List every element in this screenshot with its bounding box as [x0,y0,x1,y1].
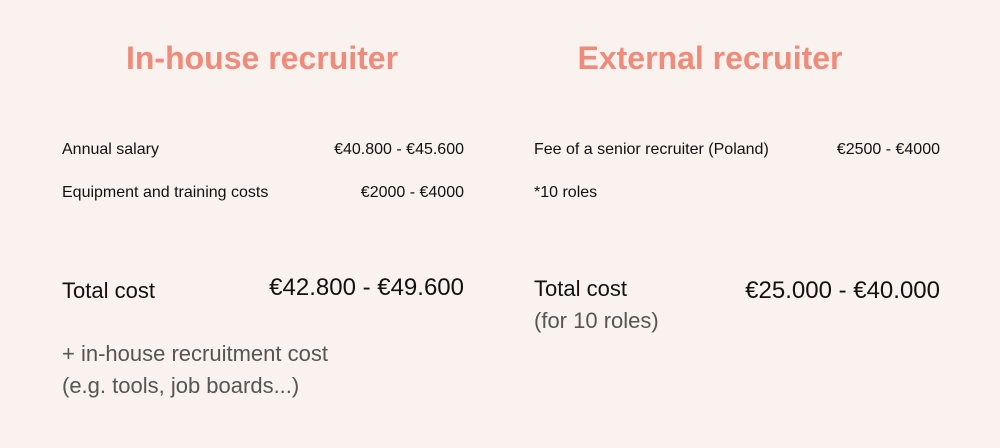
in-house-total-label: Total cost [62,278,155,303]
external-row-value: €2500 - €4000 [836,141,940,158]
in-house-title: In-house recruiter [125,40,399,76]
in-house-row-value: €40.800 - €45.600 [334,141,464,158]
in-house-row-label: Equipment and training costs [62,184,269,201]
external-total-value: €25.000 - €40.000 [745,277,940,304]
external-total-sub: (for 10 roles) [534,308,659,333]
external-row-label: Fee of a senior recruiter (Poland) [534,141,769,158]
in-house-row-value: €2000 - €4000 [360,184,464,201]
external-title: External recruiter [577,40,843,76]
in-house-row-label: Annual salary [62,141,159,158]
in-house-note: + in-house recruitment cost [62,341,328,366]
in-house-total-value: €42.800 - €49.600 [269,274,464,301]
in-house-note: (e.g. tools, job boards...) [62,373,300,398]
external-total-label: Total cost [534,276,627,301]
external-row-label: *10 roles [534,184,598,201]
